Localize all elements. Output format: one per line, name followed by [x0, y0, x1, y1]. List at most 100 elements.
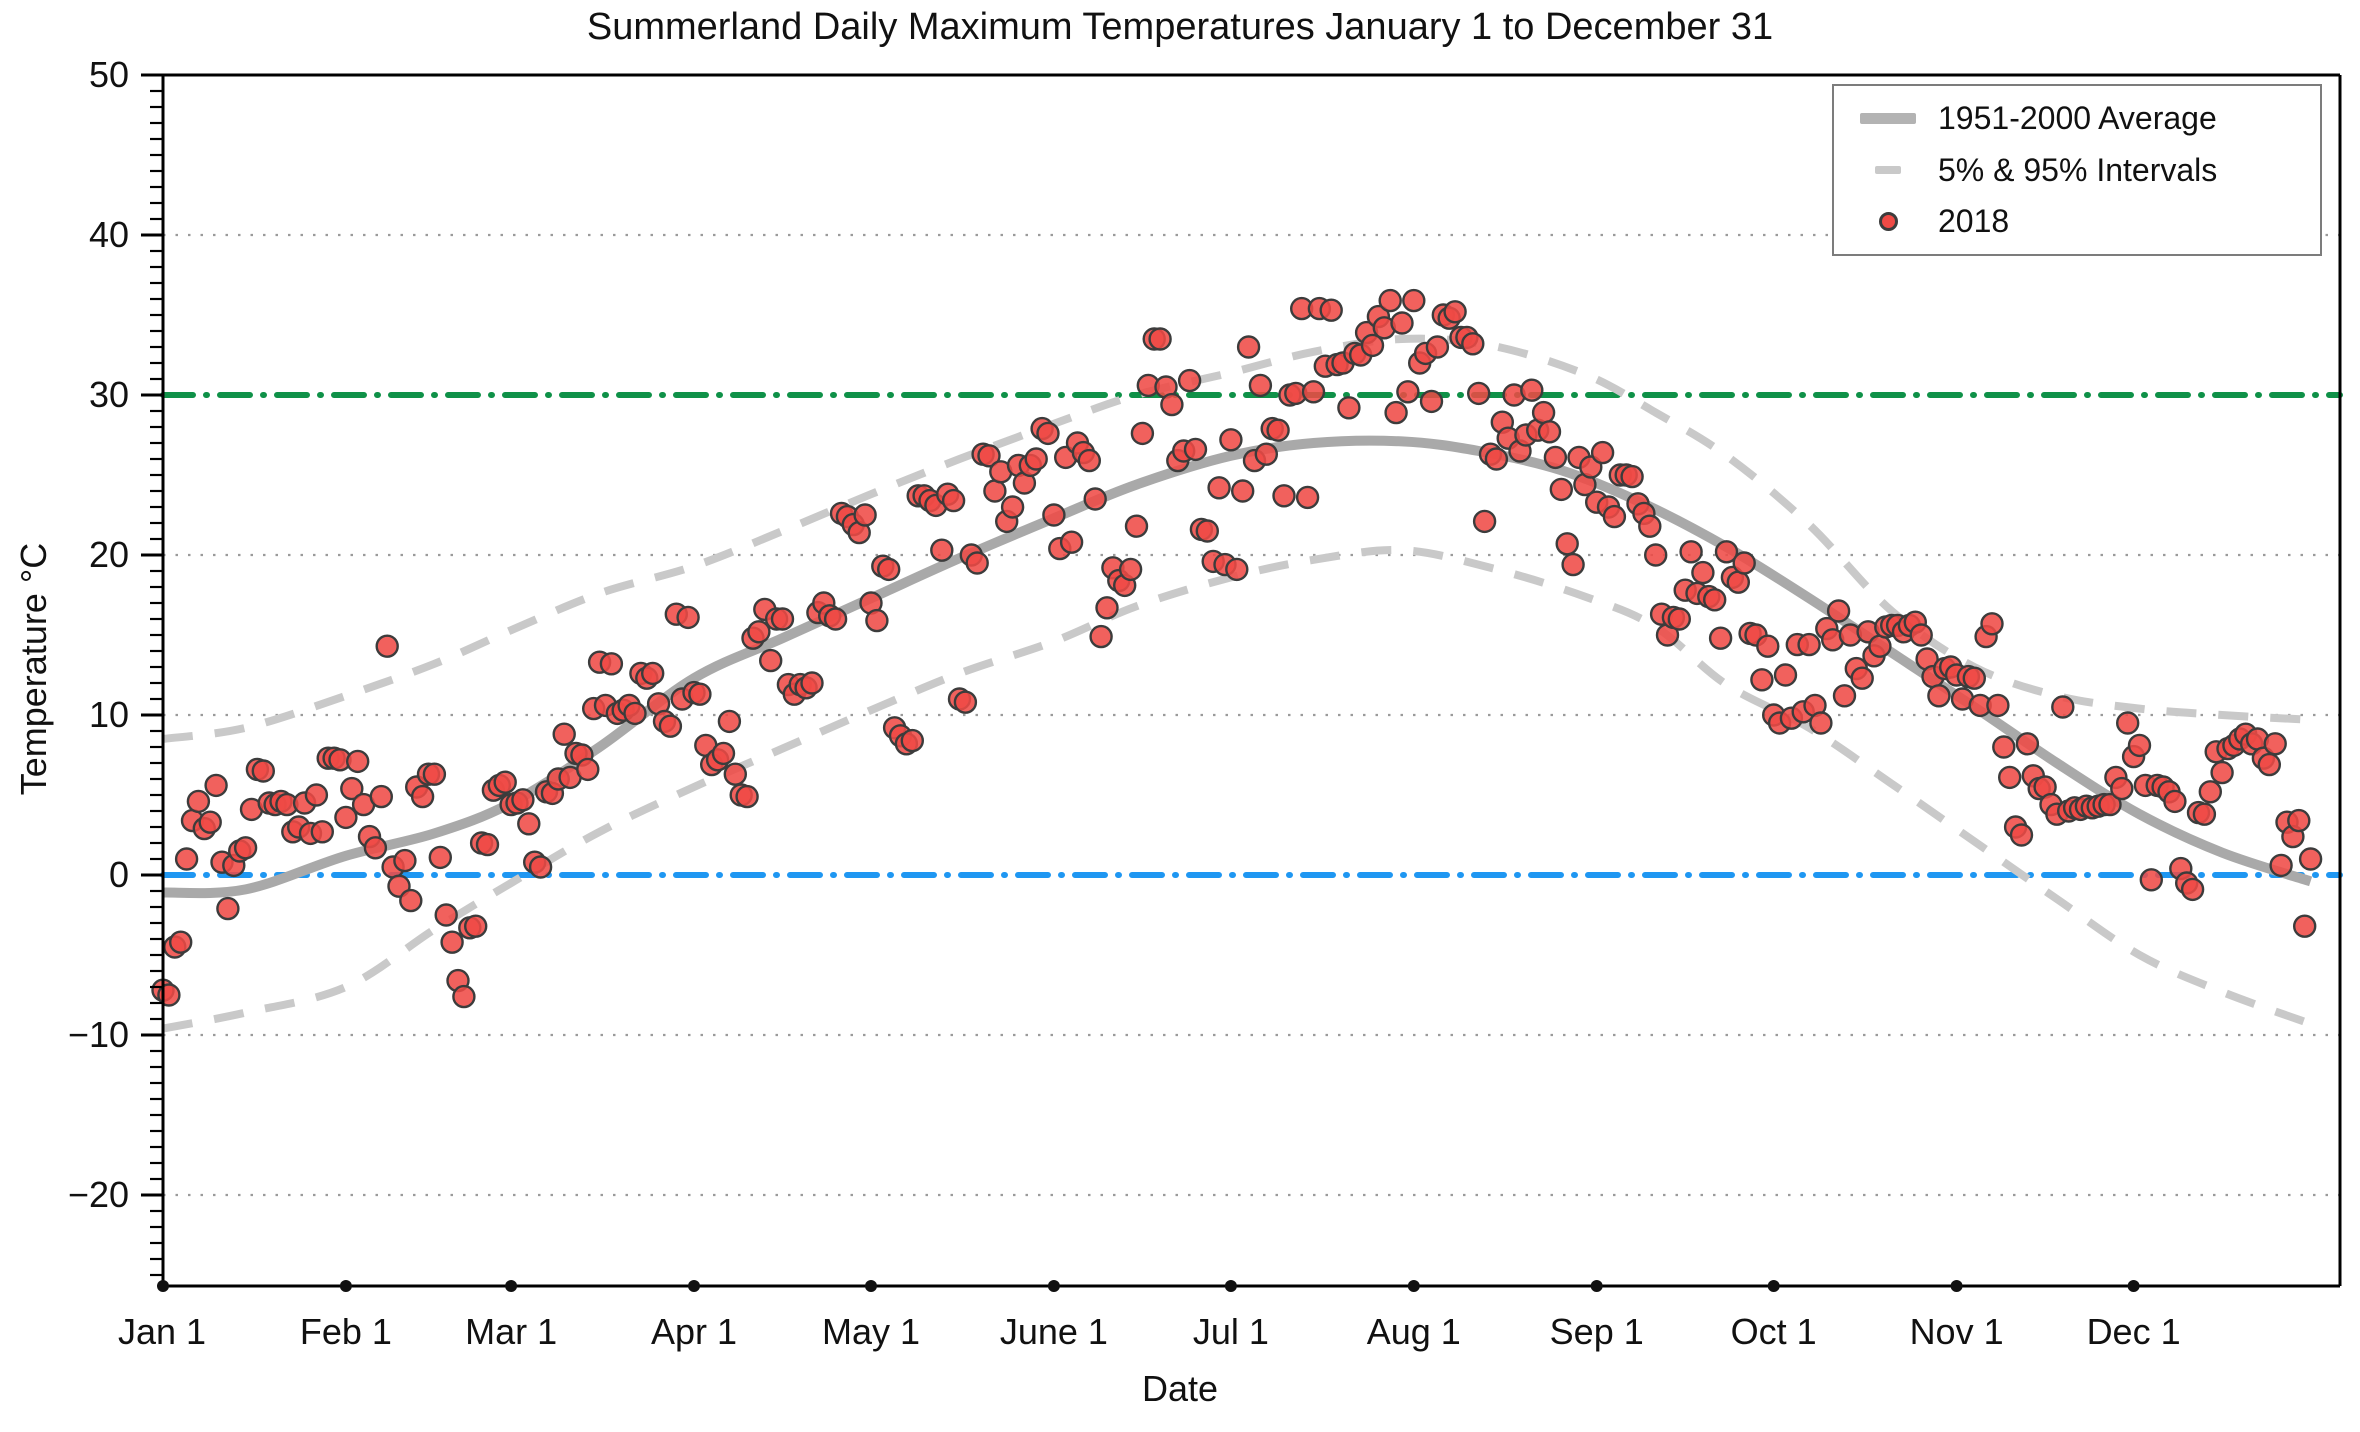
data-point: [198, 810, 222, 834]
data-point: [410, 784, 435, 809]
scatter-point-swatch: [1856, 212, 1920, 231]
data-point: [747, 620, 771, 644]
data-point: [511, 788, 535, 812]
y-axis-ticks: [141, 73, 163, 1277]
legend-label-2018: 2018: [1938, 203, 2010, 239]
data-point: [1384, 400, 1408, 425]
data-point: [1425, 335, 1450, 359]
data-point: [723, 762, 747, 786]
data-point: [853, 503, 877, 527]
legend: 1951-2000 Average 5% & 95% Intervals 201…: [1832, 84, 2322, 256]
data-point: [1148, 327, 1172, 351]
data-point: [2292, 914, 2317, 938]
data-point: [1301, 380, 1326, 404]
data-point: [658, 714, 683, 738]
data-point: [800, 671, 824, 695]
y-tick-label: 0: [109, 854, 129, 895]
data-point: [552, 722, 576, 746]
data-point: [1561, 552, 1585, 577]
data-point: [1555, 532, 1579, 556]
data-point: [1826, 599, 1851, 623]
data-point: [1543, 445, 1568, 470]
y-tick-label: −20: [68, 1174, 129, 1215]
data-point: [1980, 612, 2004, 636]
data-point: [717, 709, 742, 734]
data-point: [2287, 808, 2311, 833]
data-point: [393, 848, 417, 873]
data-point: [1160, 392, 1184, 417]
legend-label-average: 1951-2000 Average: [1938, 100, 2217, 136]
data-point: [953, 690, 978, 714]
lower-interval-curve: [162, 546, 2312, 1033]
data-point: [1484, 447, 1509, 471]
data-point: [1732, 551, 1756, 575]
data-point: [823, 607, 848, 631]
data-point: [1750, 668, 1774, 692]
data-point: [2180, 877, 2205, 902]
data-point: [440, 930, 464, 954]
data-point: [1207, 476, 1231, 500]
data-point: [493, 770, 517, 794]
data-point: [688, 682, 712, 706]
data-point: [251, 759, 275, 783]
data-point: [1254, 442, 1279, 466]
data-point: [2115, 711, 2140, 735]
chart-title: Summerland Daily Maximum Temperatures Ja…: [586, 6, 1774, 48]
data-point: [475, 832, 500, 857]
x-tick-label: Jul 1: [1193, 1311, 1269, 1352]
data-point: [216, 896, 240, 921]
x-tick-label: Apr 1: [651, 1311, 737, 1352]
legend-row-2018: 2018: [1834, 199, 2320, 245]
data-point: [1225, 557, 1249, 582]
data-point: [623, 701, 647, 726]
data-point: [1520, 378, 1544, 402]
data-point: [1461, 332, 1485, 356]
data-point: [1638, 514, 1662, 538]
y-tick-label: 10: [89, 694, 129, 735]
data-point: [1726, 570, 1751, 594]
y-axis-title: Temperature °C: [13, 542, 54, 796]
data-point: [1809, 711, 1833, 735]
data-point: [1337, 396, 1361, 420]
data-point: [877, 557, 901, 582]
data-point: [1992, 735, 2016, 759]
y-tick-label: 40: [89, 214, 129, 255]
y-tick-label: 20: [89, 534, 129, 575]
data-point: [1130, 421, 1155, 446]
data-point: [2127, 733, 2152, 758]
data-point: [1272, 484, 1296, 508]
data-point: [1691, 560, 1715, 585]
data-point: [346, 749, 370, 774]
data-point: [2110, 776, 2134, 801]
data-point: [1095, 596, 1119, 620]
data-point: [1997, 765, 2022, 790]
data-point: [334, 805, 358, 830]
x-tick-label: Sep 1: [1550, 1311, 1644, 1352]
average-curve: [162, 435, 2313, 899]
data-point: [422, 762, 447, 786]
x-axis-tick-labels: Jan 1 Feb 1 Mar 1 Apr 1 May 1 June 1 Jul 1 Aug …: [118, 1311, 2181, 1352]
data-point: [1590, 440, 1615, 465]
data-point: [2051, 695, 2075, 719]
data-point: [452, 984, 476, 1009]
data-point: [1466, 381, 1491, 406]
data-point: [1266, 418, 1290, 442]
data-point: [1708, 626, 1733, 650]
data-point: [1118, 557, 1143, 582]
data-point: [941, 488, 966, 513]
data-point: [1396, 380, 1420, 404]
data-point: [2163, 789, 2187, 814]
data-point: [1319, 298, 1343, 322]
data-point: [1295, 485, 1320, 510]
data-point: [1443, 300, 1467, 324]
data-point: [1773, 663, 1798, 687]
interval-line-swatch: [1856, 166, 1920, 174]
data-point: [1390, 311, 1414, 335]
data-point: [1714, 540, 1739, 564]
data-point: [2257, 752, 2282, 777]
data-point: [1042, 503, 1066, 527]
data-point: [363, 836, 388, 860]
data-point: [2139, 868, 2164, 892]
data-point: [759, 648, 783, 673]
